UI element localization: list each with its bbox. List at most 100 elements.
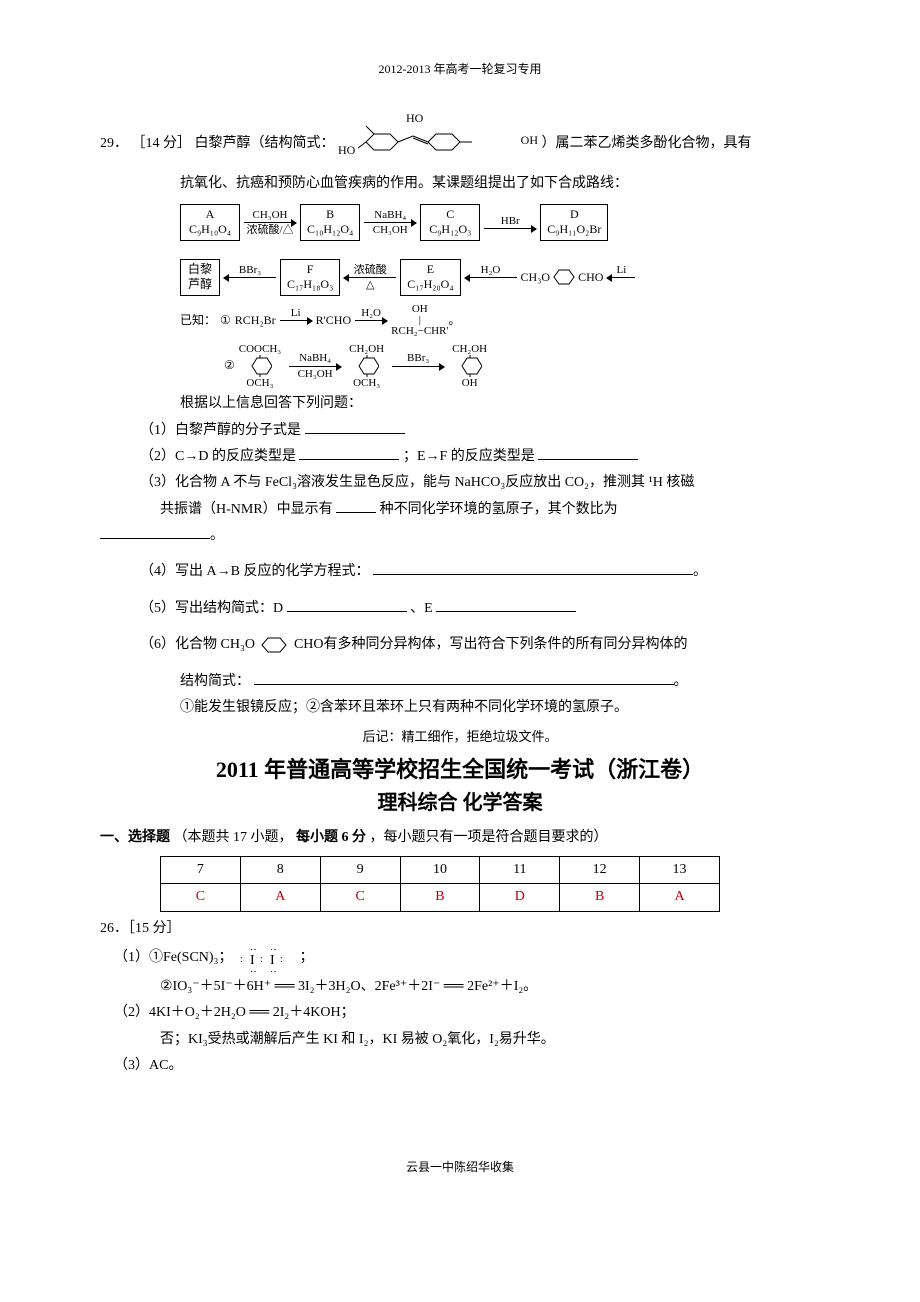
tnum-4: 11 xyxy=(480,856,560,883)
tnum-0: 7 xyxy=(161,856,241,883)
compound-d-label: D xyxy=(547,207,601,223)
sub-1: （1）白黎芦醇的分子式是 xyxy=(100,420,820,442)
arrow-he: H₂O xyxy=(461,264,521,291)
compound-f: F C₁₇H₁₈O₃ xyxy=(280,259,340,296)
arrow-ab: CH₃OH 浓硫酸/△ xyxy=(240,209,300,236)
arrow-he-top: H₂O xyxy=(465,264,517,276)
s2b-text: ；E→F 的反应类型是 xyxy=(403,449,535,464)
ho-label-2: HO xyxy=(338,141,355,160)
known-r1: 已知： ① RCH₂Br Li R'CHO H₂O OH | RCH₂−CHR'… xyxy=(180,304,820,337)
table-row-ans: C A C B D B A xyxy=(161,884,720,911)
sub-3c: 。 xyxy=(100,525,820,547)
r2-arr1-top: NaBH₄ xyxy=(289,352,341,364)
table-row-nums: 7 8 9 10 11 12 13 xyxy=(161,856,720,883)
known-r1-b: R'CHO xyxy=(316,311,352,330)
known-label: 已知： xyxy=(180,311,216,330)
sub-2: （2）C→D 的反应类型是 ；E→F 的反应类型是 xyxy=(100,446,820,468)
compound-f-label: F xyxy=(287,262,333,278)
choice-head-a: 一、选择题 xyxy=(100,830,170,845)
sub-5: （5）写出结构简式：D 、E xyxy=(100,598,820,620)
arrow-cd: HBr xyxy=(480,215,540,230)
compound-f-formula: C₁₇H₁₈O₃ xyxy=(287,277,333,293)
known-block: 已知： ① RCH₂Br Li R'CHO H₂O OH | RCH₂−CHR'… xyxy=(180,304,820,416)
q29-points: ［14 分］ xyxy=(132,136,192,151)
q29-line1: 29． ［14 分］ 白黎芦醇（结构简式： HO HO OH ）属二苯乙烯类多酚… xyxy=(100,119,820,169)
known-r2-num: ② xyxy=(224,356,235,375)
compound-e-formula: C₁₇H₂₀O₄ xyxy=(407,277,453,293)
arrow-he-bot xyxy=(465,279,517,291)
r2-s3: CH₂OH OH xyxy=(448,343,491,389)
q29-lead-b: ）属二苯乙烯类多酚化合物，具有 xyxy=(542,136,752,151)
tans-2: C xyxy=(320,884,400,911)
s3c-text: 种不同化学环境的氢原子，其个数比为 xyxy=(380,502,618,517)
resveratrol-svg xyxy=(358,124,518,164)
s6c-text: 结构简式： xyxy=(180,674,250,689)
known-r1-num: ① xyxy=(220,311,231,330)
s5a-text: （5）写出结构简式：D xyxy=(140,601,283,616)
choice-head-b: （本题共 17 小题， xyxy=(174,830,293,845)
tnum-6: 13 xyxy=(640,856,720,883)
q26-l3: （2）4KI＋O₂＋2H₂O ══ 2I₂＋4KOH； xyxy=(100,1002,820,1024)
sub-3b: 共振谱（H-NMR）中显示有 种不同化学环境的氢原子，其个数比为 xyxy=(100,499,820,521)
blank-2a xyxy=(299,446,399,460)
blank-5a xyxy=(287,598,407,612)
q26-head: 26．［15 分］ xyxy=(100,918,820,940)
known-r1-a: RCH₂Br xyxy=(235,311,276,330)
r2-s1-bot: OCH₃ xyxy=(246,377,273,389)
compound-c-formula: C₉H₁₂O₃ xyxy=(427,222,473,238)
tnum-5: 12 xyxy=(560,856,640,883)
tans-1: A xyxy=(240,884,320,911)
s6b-text: CHO有多种同分异构体，写出符合下列条件的所有同分异构体的 xyxy=(294,637,688,652)
blank-6 xyxy=(254,671,674,685)
known-r1-c: OH | RCH₂−CHR' xyxy=(391,304,448,337)
blank-3a xyxy=(336,499,376,513)
answer-table: 7 8 9 10 11 12 13 C A C B D B A xyxy=(160,856,720,912)
r2-arr1: NaBH₄ CH₃OH xyxy=(285,352,345,379)
sub-6d: ①能发生银镜反应；②含苯环且苯环上只有两种不同化学环境的氢原子。 xyxy=(100,697,820,719)
r2-s1: COOCH₃ OCH₃ xyxy=(235,343,285,389)
s1-text: （1）白黎芦醇的分子式是 xyxy=(140,423,301,438)
cho-right: CHO xyxy=(578,268,603,287)
arrow-ab-bot: 浓硫酸/△ xyxy=(244,224,296,236)
compound-bailei: 白黎 芦醇 xyxy=(180,259,220,296)
q26-l5: （3）AC。 xyxy=(100,1055,820,1077)
choice-head-c: 每小题 6 分 xyxy=(296,830,366,845)
s6a-text: （6）化合物 CH₃O xyxy=(140,637,255,652)
answer-title-1: 2011 年普通高等学校招生全国统一考试（浙江卷） xyxy=(100,752,820,787)
q29-lead-a: 白黎芦醇（结构简式： xyxy=(195,136,335,151)
page-footer: 云县一中陈绍华收集 xyxy=(100,1158,820,1177)
q26-l2: ②IO₃⁻＋5I⁻＋6H⁺ ══ 3I₂＋3H₂O、2Fe³⁺＋2I⁻ ══ 2… xyxy=(100,976,820,998)
route-row-1: A C₉H₁₀O₄ CH₃OH 浓硫酸/△ B C₁₀H₁₂O₄ NaBH₄ C… xyxy=(180,204,820,241)
r2-s3-top: CH₂OH xyxy=(452,343,487,355)
answer-title-2: 理科综合 化学答案 xyxy=(100,787,820,819)
compound-d-formula: C₉H₁₁O₂Br xyxy=(547,222,601,238)
benzene-icon xyxy=(248,355,272,377)
blank-4 xyxy=(373,561,693,575)
q29-num: 29． xyxy=(100,136,128,151)
sub-6: （6）化合物 CH₃O CHO有多种同分异构体，写出符合下列条件的所有同分异构体… xyxy=(100,634,820,656)
blank-5b xyxy=(436,598,576,612)
blank-2b xyxy=(538,446,638,460)
compound-b-formula: C₁₀H₁₂O₄ xyxy=(307,222,353,238)
tans-0: C xyxy=(161,884,241,911)
compound-c-label: C xyxy=(427,207,473,223)
arrow-ef: 浓硫酸 △ xyxy=(340,264,400,291)
sub-3a: （3）化合物 A 不与 FeCl₃溶液发生显色反应，能与 NaHCO₃反应放出 … xyxy=(100,472,820,494)
arrow-fb-top: BBr₃ xyxy=(224,264,276,276)
known-r1-period: 。 xyxy=(448,311,460,330)
compound-a-formula: C₉H₁₀O₄ xyxy=(187,222,233,238)
r2-s2-top: CH₂OH xyxy=(349,343,384,355)
tnum-1: 8 xyxy=(240,856,320,883)
cho-left: CH₃O xyxy=(521,268,551,287)
compound-e-label: E xyxy=(407,262,453,278)
q26-l1a: （1）①Fe(SCN)₃； xyxy=(114,950,232,965)
known-r1-arr2: H₂O xyxy=(351,307,391,334)
arrow-ef-bot: △ xyxy=(344,279,396,291)
tans-6: A xyxy=(640,884,720,911)
r2-arr1-bot: CH₃OH xyxy=(289,368,341,380)
compound-a: A C₉H₁₀O₄ xyxy=(180,204,240,241)
arrow-li-in: Li xyxy=(603,264,639,291)
s4-text: （4）写出 A→B 反应的化学方程式： xyxy=(140,564,369,579)
r2-arr2: BBr₃ xyxy=(388,352,448,379)
s3b-text: 共振谱（H-NMR）中显示有 xyxy=(160,502,333,517)
